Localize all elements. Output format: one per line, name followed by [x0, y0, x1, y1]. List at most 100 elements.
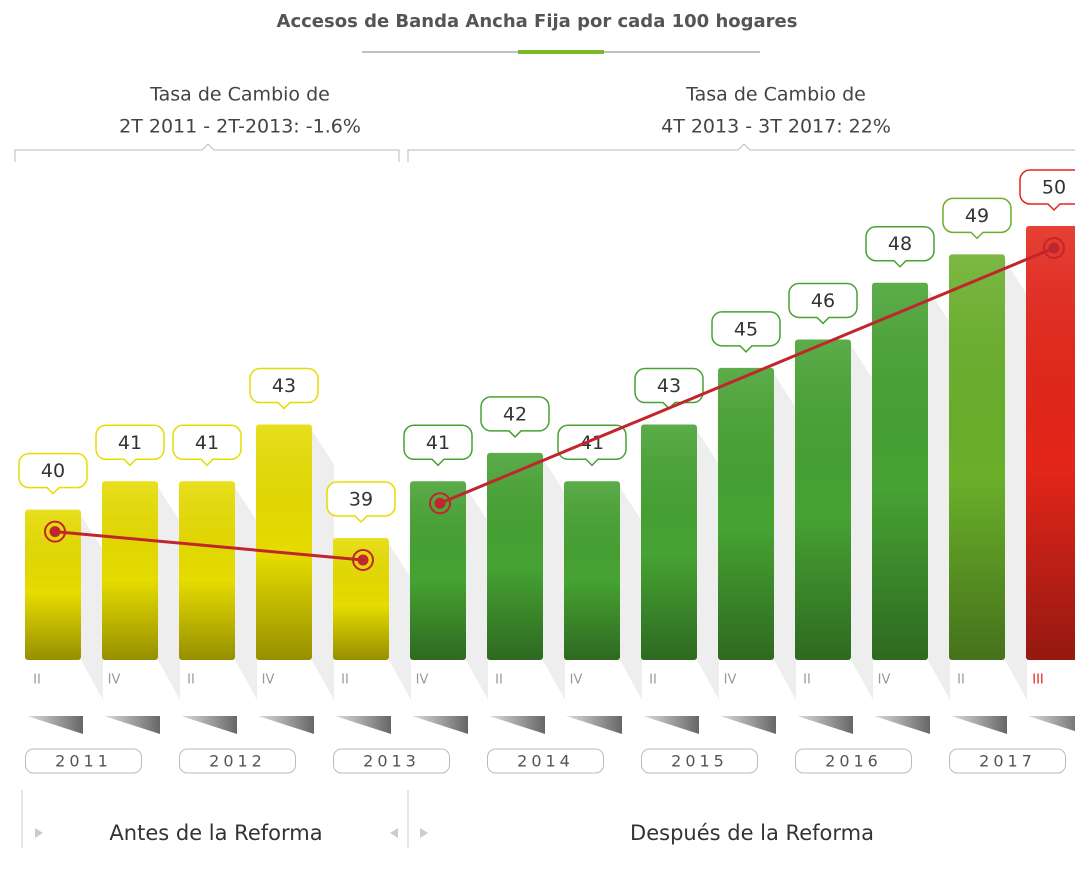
rate-text: 4T 2013 - 3T 2017: 22%: [661, 116, 891, 138]
label-wedge: [566, 716, 622, 734]
trend-point: [357, 554, 369, 566]
rate-bracket: [14, 143, 400, 162]
label-wedge: [874, 716, 930, 734]
value-bubble: [711, 311, 781, 353]
title-accent: [518, 50, 604, 54]
label-wedge: [643, 716, 699, 734]
year-label: 2014: [517, 752, 574, 771]
bar-shadow: [620, 487, 642, 700]
bar-shade: [333, 538, 389, 660]
year-label: 2011: [55, 752, 112, 771]
label-wedge: [720, 716, 776, 734]
value-bubble: [865, 225, 935, 268]
label-wedge: [27, 716, 83, 734]
label-wedge: [1028, 716, 1075, 732]
trend-point: [1048, 242, 1060, 254]
bar-shadow: [312, 430, 334, 700]
bar-shadow: [81, 515, 103, 700]
year-pill: [25, 748, 142, 774]
bar-shadow: [466, 487, 488, 700]
year-pill: [641, 748, 758, 774]
bar-shade: [795, 339, 851, 660]
value-bubble: [172, 424, 242, 467]
x-tick-label: IV: [416, 673, 429, 688]
bar-shade: [949, 254, 1005, 660]
x-tick-label: IV: [108, 673, 121, 688]
section-label: Antes de la Reforma: [109, 821, 322, 845]
value-label: 45: [734, 318, 758, 340]
label-wedge: [104, 716, 160, 734]
bar-shade: [641, 424, 697, 660]
x-tick-label: IV: [724, 673, 737, 688]
section-arrow: [35, 828, 43, 838]
rate-bracket: [407, 143, 1075, 162]
x-tick-label: IV: [262, 673, 275, 688]
x-tick-label: II: [495, 673, 503, 688]
label-wedge: [335, 716, 391, 734]
year-label: 2012: [209, 752, 266, 771]
bar-shade: [487, 452, 543, 660]
value-label: 49: [965, 205, 989, 227]
label-wedge: [412, 716, 468, 734]
bar-shade: [256, 424, 312, 660]
value-bubble: [403, 424, 473, 467]
trend-point-ring: [1043, 237, 1065, 259]
section-arrow: [390, 828, 398, 838]
year-pill: [487, 748, 604, 774]
bar-shadow: [158, 487, 180, 700]
trend-point: [49, 526, 61, 538]
value-label: 41: [195, 432, 219, 454]
trend-point: [434, 497, 446, 509]
trend-point-ring: [44, 520, 66, 543]
value-bubble: [788, 282, 858, 325]
bar-shade: [718, 367, 774, 660]
year-label: 2013: [363, 752, 420, 771]
trend-point-ring: [352, 549, 374, 571]
x-tick-label: II: [957, 673, 965, 688]
x-tick-label: II: [649, 673, 657, 688]
value-bubble: [942, 197, 1012, 240]
trend-line: [54, 530, 364, 562]
value-bubble: [18, 452, 88, 495]
value-label: 43: [272, 375, 296, 397]
value-bubble: [557, 424, 627, 467]
bar-shade: [410, 481, 466, 660]
label-wedge: [489, 716, 545, 734]
x-tick-label: III: [1032, 673, 1044, 688]
x-tick-label: II: [341, 673, 349, 688]
bar-shade: [179, 481, 235, 660]
trend-line: [439, 246, 1055, 505]
year-pill: [333, 748, 450, 774]
section-arrow: [420, 828, 428, 838]
label-wedge: [181, 716, 237, 734]
bar-shade: [872, 282, 928, 660]
value-label: 48: [888, 233, 912, 255]
bar-shadow: [389, 544, 411, 700]
value-label: 39: [349, 489, 373, 511]
value-label: 46: [811, 290, 835, 312]
value-bubble: [480, 396, 550, 438]
bar-shadow: [928, 288, 950, 700]
bar-shade: [564, 481, 620, 660]
year-pill: [949, 748, 1066, 774]
trend-point-ring: [429, 492, 451, 515]
x-tick-label: II: [187, 673, 195, 688]
chart-title: Accesos de Banda Ancha Fija por cada 100…: [277, 11, 798, 32]
year-pill: [795, 748, 912, 774]
bar-shadow: [1005, 260, 1027, 700]
x-tick-label: II: [803, 673, 811, 688]
value-label: 40: [41, 460, 65, 482]
label-wedge: [951, 716, 1007, 734]
section-label: Después de la Reforma: [630, 821, 874, 845]
label-wedge: [797, 716, 853, 734]
bar-shadow: [774, 373, 796, 700]
x-tick-label: II: [33, 673, 41, 688]
x-tick-label: IV: [570, 673, 583, 688]
bar-shadow: [851, 345, 873, 700]
rate-text: Tasa de Cambio de: [149, 84, 330, 106]
bar-shade: [1026, 226, 1075, 660]
bar-shade: [102, 481, 158, 660]
value-bubble: [326, 481, 396, 524]
